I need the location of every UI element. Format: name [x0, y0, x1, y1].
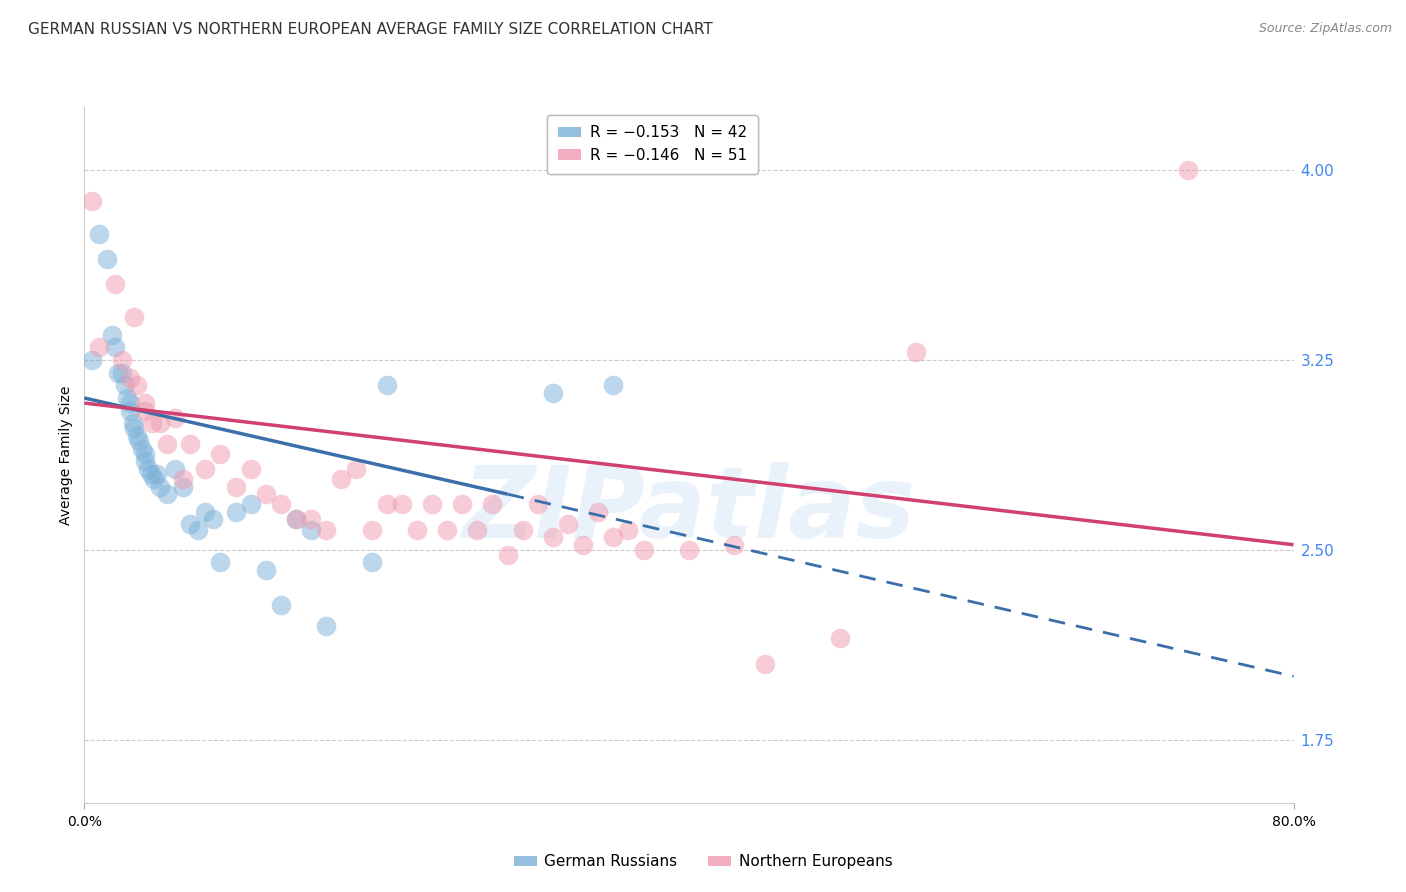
Legend: German Russians, Northern Europeans: German Russians, Northern Europeans	[508, 848, 898, 875]
Point	[139, 467, 162, 481]
Point	[80, 353, 103, 368]
Point	[254, 487, 277, 501]
Point	[512, 523, 534, 537]
Point	[346, 462, 368, 476]
Point	[209, 556, 232, 570]
Point	[89, 340, 111, 354]
Point	[134, 403, 156, 417]
Point	[602, 530, 624, 544]
Point	[678, 542, 700, 557]
Point	[115, 391, 138, 405]
Point	[142, 472, 165, 486]
Y-axis label: Average Family Size: Average Family Size	[59, 385, 73, 524]
Point	[299, 512, 322, 526]
Point	[225, 505, 247, 519]
Point	[107, 366, 129, 380]
Point	[375, 497, 398, 511]
Point	[830, 632, 852, 646]
Point	[118, 370, 141, 384]
Point	[285, 512, 308, 526]
Point	[134, 396, 156, 410]
Point	[136, 462, 159, 476]
Point	[100, 327, 122, 342]
Point	[156, 487, 179, 501]
Point	[254, 563, 277, 577]
Point	[1177, 163, 1199, 178]
Point	[270, 497, 292, 511]
Point	[360, 556, 382, 570]
Point	[141, 417, 163, 431]
Point	[127, 429, 149, 443]
Point	[104, 277, 127, 292]
Point	[496, 548, 519, 562]
Point	[201, 512, 224, 526]
Point	[96, 252, 118, 266]
Point	[165, 462, 187, 476]
Point	[114, 378, 136, 392]
Point	[80, 194, 103, 208]
Point	[122, 421, 145, 435]
Point	[127, 378, 149, 392]
Point	[451, 497, 474, 511]
Point	[467, 523, 489, 537]
Point	[187, 523, 209, 537]
Point	[172, 472, 194, 486]
Point	[299, 523, 322, 537]
Point	[315, 618, 337, 632]
Point	[122, 310, 145, 324]
Point	[194, 505, 217, 519]
Point	[179, 436, 201, 450]
Point	[239, 462, 262, 476]
Point	[602, 378, 624, 392]
Point	[588, 505, 610, 519]
Point	[89, 227, 111, 241]
Point	[481, 497, 503, 511]
Point	[270, 599, 292, 613]
Point	[541, 530, 564, 544]
Point	[179, 517, 201, 532]
Point	[111, 353, 134, 368]
Text: Source: ZipAtlas.com: Source: ZipAtlas.com	[1258, 22, 1392, 36]
Point	[134, 454, 156, 468]
Point	[194, 462, 217, 476]
Point	[375, 378, 398, 392]
Point	[754, 657, 776, 671]
Point	[904, 345, 927, 359]
Point	[723, 538, 745, 552]
Point	[146, 467, 169, 481]
Point	[118, 403, 141, 417]
Point	[134, 447, 156, 461]
Point	[633, 542, 655, 557]
Point	[156, 436, 179, 450]
Point	[128, 434, 150, 448]
Point	[541, 386, 564, 401]
Point	[149, 417, 172, 431]
Point	[572, 538, 595, 552]
Point	[104, 340, 127, 354]
Point	[165, 411, 187, 425]
Point	[239, 497, 262, 511]
Point	[121, 417, 143, 431]
Point	[285, 512, 308, 526]
Point	[391, 497, 413, 511]
Point	[225, 479, 247, 493]
Text: ZIPatlas: ZIPatlas	[463, 462, 915, 559]
Point	[360, 523, 382, 537]
Point	[131, 442, 153, 456]
Point	[111, 366, 134, 380]
Point	[406, 523, 429, 537]
Point	[172, 479, 194, 493]
Point	[420, 497, 443, 511]
Point	[557, 517, 579, 532]
Point	[118, 396, 141, 410]
Point	[330, 472, 353, 486]
Point	[436, 523, 458, 537]
Point	[209, 447, 232, 461]
Text: GERMAN RUSSIAN VS NORTHERN EUROPEAN AVERAGE FAMILY SIZE CORRELATION CHART: GERMAN RUSSIAN VS NORTHERN EUROPEAN AVER…	[28, 22, 713, 37]
Point	[617, 523, 640, 537]
Point	[527, 497, 550, 511]
Legend: R = −0.153   N = 42, R = −0.146   N = 51: R = −0.153 N = 42, R = −0.146 N = 51	[547, 115, 758, 174]
Point	[315, 523, 337, 537]
Point	[149, 479, 172, 493]
